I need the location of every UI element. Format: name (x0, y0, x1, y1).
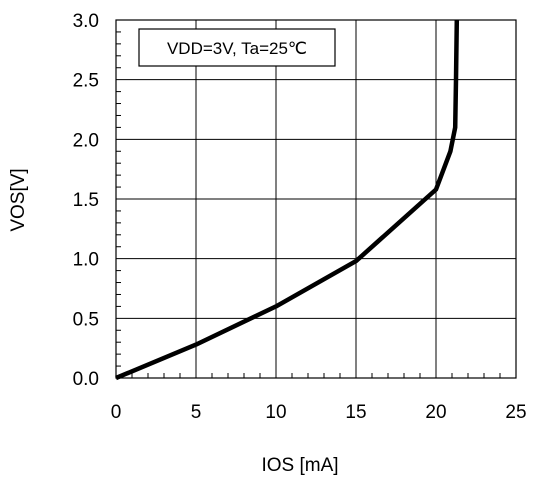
y-axis-label: VOS[V] (8, 168, 29, 231)
y-tick-label: 2.5 (73, 71, 99, 92)
y-tick-label: 2.0 (73, 130, 99, 151)
annotation-text: VDD=3V, Ta=25℃ (167, 39, 307, 58)
annotation-box: VDD=3V, Ta=25℃ (138, 28, 336, 67)
x-axis-label: IOS [mA] (261, 455, 338, 476)
x-tick-label: 0 (111, 402, 122, 423)
y-tick-label: 0.0 (73, 369, 99, 390)
x-tick-label: 15 (345, 402, 366, 423)
x-tick-label: 20 (425, 402, 446, 423)
series-line-0 (115, 19, 460, 381)
x-tick-label: 25 (505, 402, 526, 423)
plot-frame (115, 19, 517, 379)
y-tick-label: 1.5 (73, 190, 99, 211)
y-tick-label: 1.0 (73, 250, 99, 271)
y-tick-label: 0.5 (73, 309, 99, 330)
y-tick-label: 3.0 (73, 11, 99, 32)
x-tick-label: 5 (191, 402, 202, 423)
x-tick-label: 10 (265, 402, 286, 423)
